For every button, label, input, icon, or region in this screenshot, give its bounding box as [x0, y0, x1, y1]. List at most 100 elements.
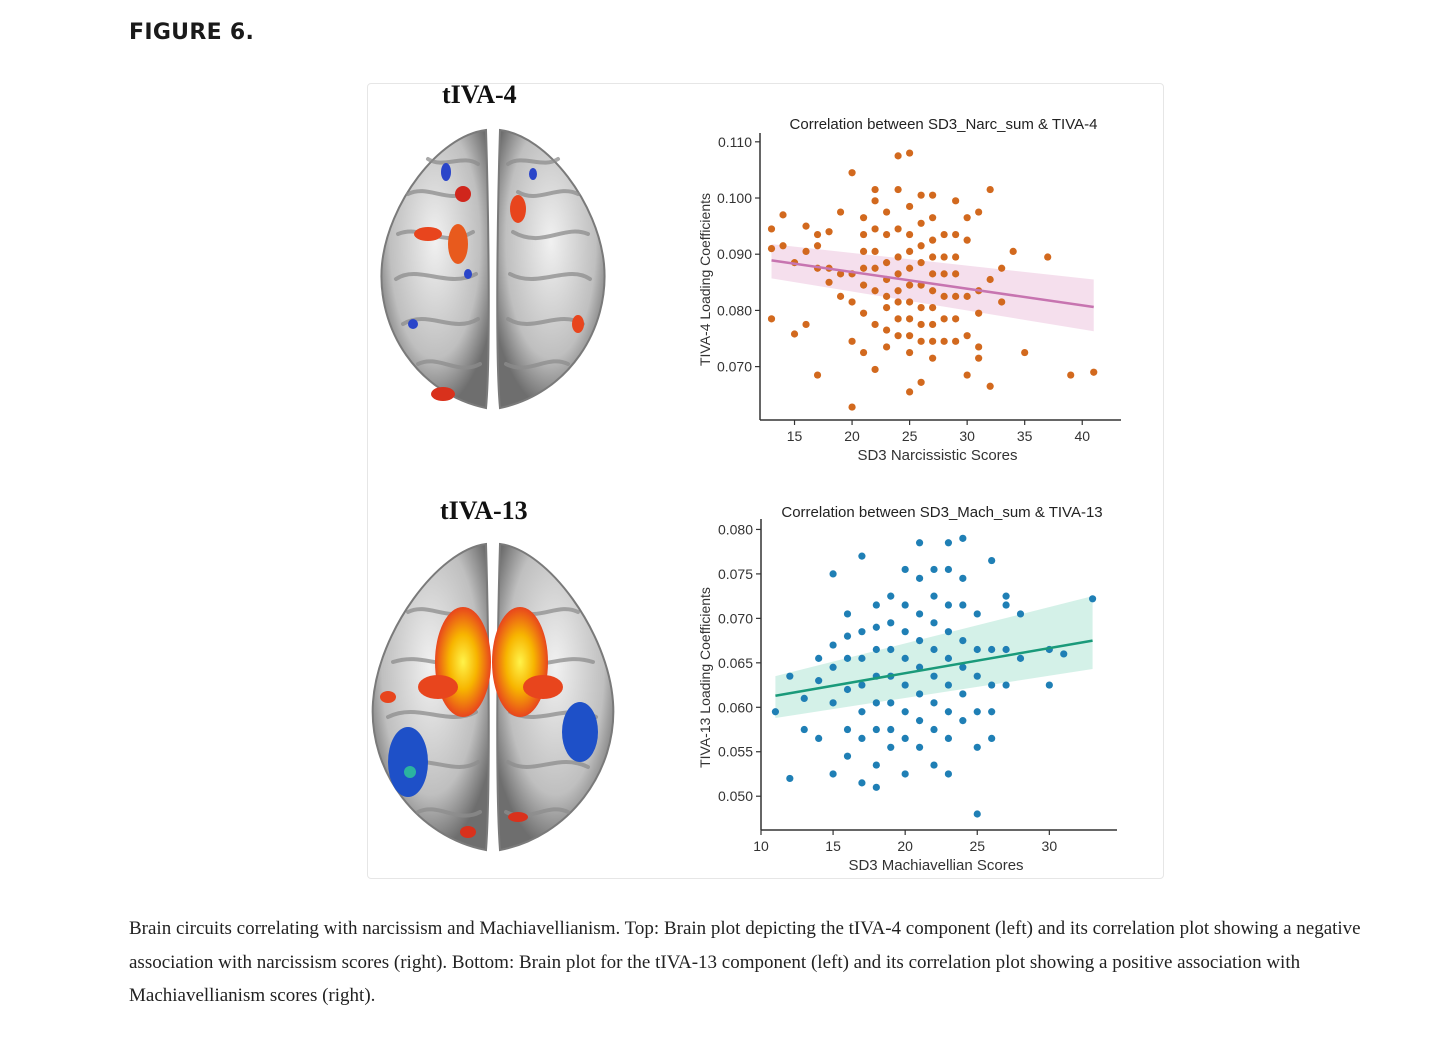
x-tick-label: 30	[1042, 838, 1058, 854]
data-point	[988, 734, 996, 743]
x-tick-label: 20	[844, 428, 860, 444]
data-point	[843, 685, 852, 694]
y-tick-label: 0.070	[717, 359, 752, 375]
brain-hemispheres	[371, 542, 615, 852]
data-point	[802, 222, 810, 230]
data-point	[786, 774, 794, 783]
data-point	[882, 208, 891, 216]
data-point	[1002, 601, 1010, 609]
data-point	[767, 315, 776, 323]
data-point	[929, 191, 937, 199]
data-point	[915, 610, 924, 618]
data-point	[952, 197, 960, 205]
data-point	[800, 694, 808, 702]
data-point	[906, 247, 914, 255]
data-point	[930, 725, 938, 734]
data-point	[872, 623, 880, 631]
data-point	[859, 247, 868, 255]
y-tick-label: 0.080	[718, 521, 753, 537]
data-point	[1016, 654, 1025, 662]
data-point	[894, 315, 902, 323]
data-point	[906, 281, 914, 289]
y-tick-label: 0.110	[718, 134, 752, 150]
data-point	[915, 539, 924, 547]
regression-line	[771, 259, 1094, 309]
data-point	[986, 185, 994, 194]
data-point	[1090, 368, 1098, 376]
data-point	[952, 292, 960, 300]
x-axis-label: SD3 Machiavellian Scores	[848, 857, 1023, 874]
data-point	[894, 332, 902, 340]
data-point	[894, 270, 902, 278]
data-point	[930, 592, 938, 600]
data-point	[930, 672, 938, 680]
data-point	[959, 601, 967, 609]
y-tick-label: 0.050	[718, 788, 753, 804]
data-point	[813, 371, 822, 379]
data-point	[915, 743, 924, 751]
y-axis-label: TIVA-4 Loading Coefficients	[697, 193, 713, 366]
data-point	[963, 371, 971, 379]
brain-hemispheres	[380, 128, 606, 410]
data-point	[906, 149, 914, 157]
data-point	[859, 348, 868, 357]
data-point	[944, 565, 953, 574]
data-point	[975, 208, 983, 216]
data-point	[894, 253, 902, 261]
data-point	[848, 298, 856, 306]
data-point	[959, 690, 967, 698]
data-point	[906, 298, 914, 306]
data-point	[872, 645, 880, 654]
confidence-band	[775, 596, 1093, 718]
data-point	[779, 211, 787, 219]
data-point	[929, 287, 937, 295]
data-point	[963, 214, 971, 222]
data-point	[829, 663, 837, 671]
data-point	[901, 601, 909, 609]
data-point	[917, 259, 925, 267]
data-point	[859, 264, 868, 272]
data-point	[815, 677, 823, 685]
data-point	[901, 708, 909, 716]
data-point	[802, 247, 810, 255]
data-point	[872, 761, 880, 769]
data-point	[894, 225, 902, 233]
data-point	[858, 552, 866, 560]
chart-title: Correlation between SD3_Narc_sum & TIVA-…	[790, 116, 1098, 133]
data-point	[929, 337, 937, 345]
data-point	[906, 332, 914, 340]
data-point	[882, 259, 891, 267]
data-point	[917, 320, 925, 329]
data-point	[848, 337, 856, 345]
data-point	[815, 734, 823, 743]
figure-label: FIGURE 6.	[129, 20, 255, 45]
data-point	[848, 169, 856, 177]
data-point	[940, 337, 948, 345]
data-point	[959, 663, 967, 671]
x-tick-label: 15	[787, 428, 803, 444]
data-point	[944, 734, 953, 743]
data-point	[882, 304, 891, 312]
data-point	[887, 645, 895, 654]
data-point	[998, 264, 1006, 272]
data-point	[940, 253, 948, 261]
data-point	[767, 244, 776, 253]
data-point	[871, 185, 879, 194]
data-point	[917, 378, 925, 386]
y-tick-label: 0.055	[718, 744, 753, 760]
x-tick-label: 25	[902, 428, 918, 444]
data-point	[959, 574, 967, 582]
data-point	[944, 681, 953, 689]
data-point	[906, 230, 914, 239]
data-point	[952, 270, 960, 278]
data-point	[986, 275, 994, 284]
data-point	[906, 315, 914, 323]
data-point	[975, 309, 983, 317]
data-point	[988, 681, 996, 689]
data-point	[917, 242, 925, 250]
data-point	[906, 202, 914, 211]
data-point	[859, 309, 868, 317]
x-tick-label: 15	[825, 838, 841, 854]
x-tick-label: 40	[1074, 428, 1090, 444]
data-point	[1067, 371, 1075, 379]
